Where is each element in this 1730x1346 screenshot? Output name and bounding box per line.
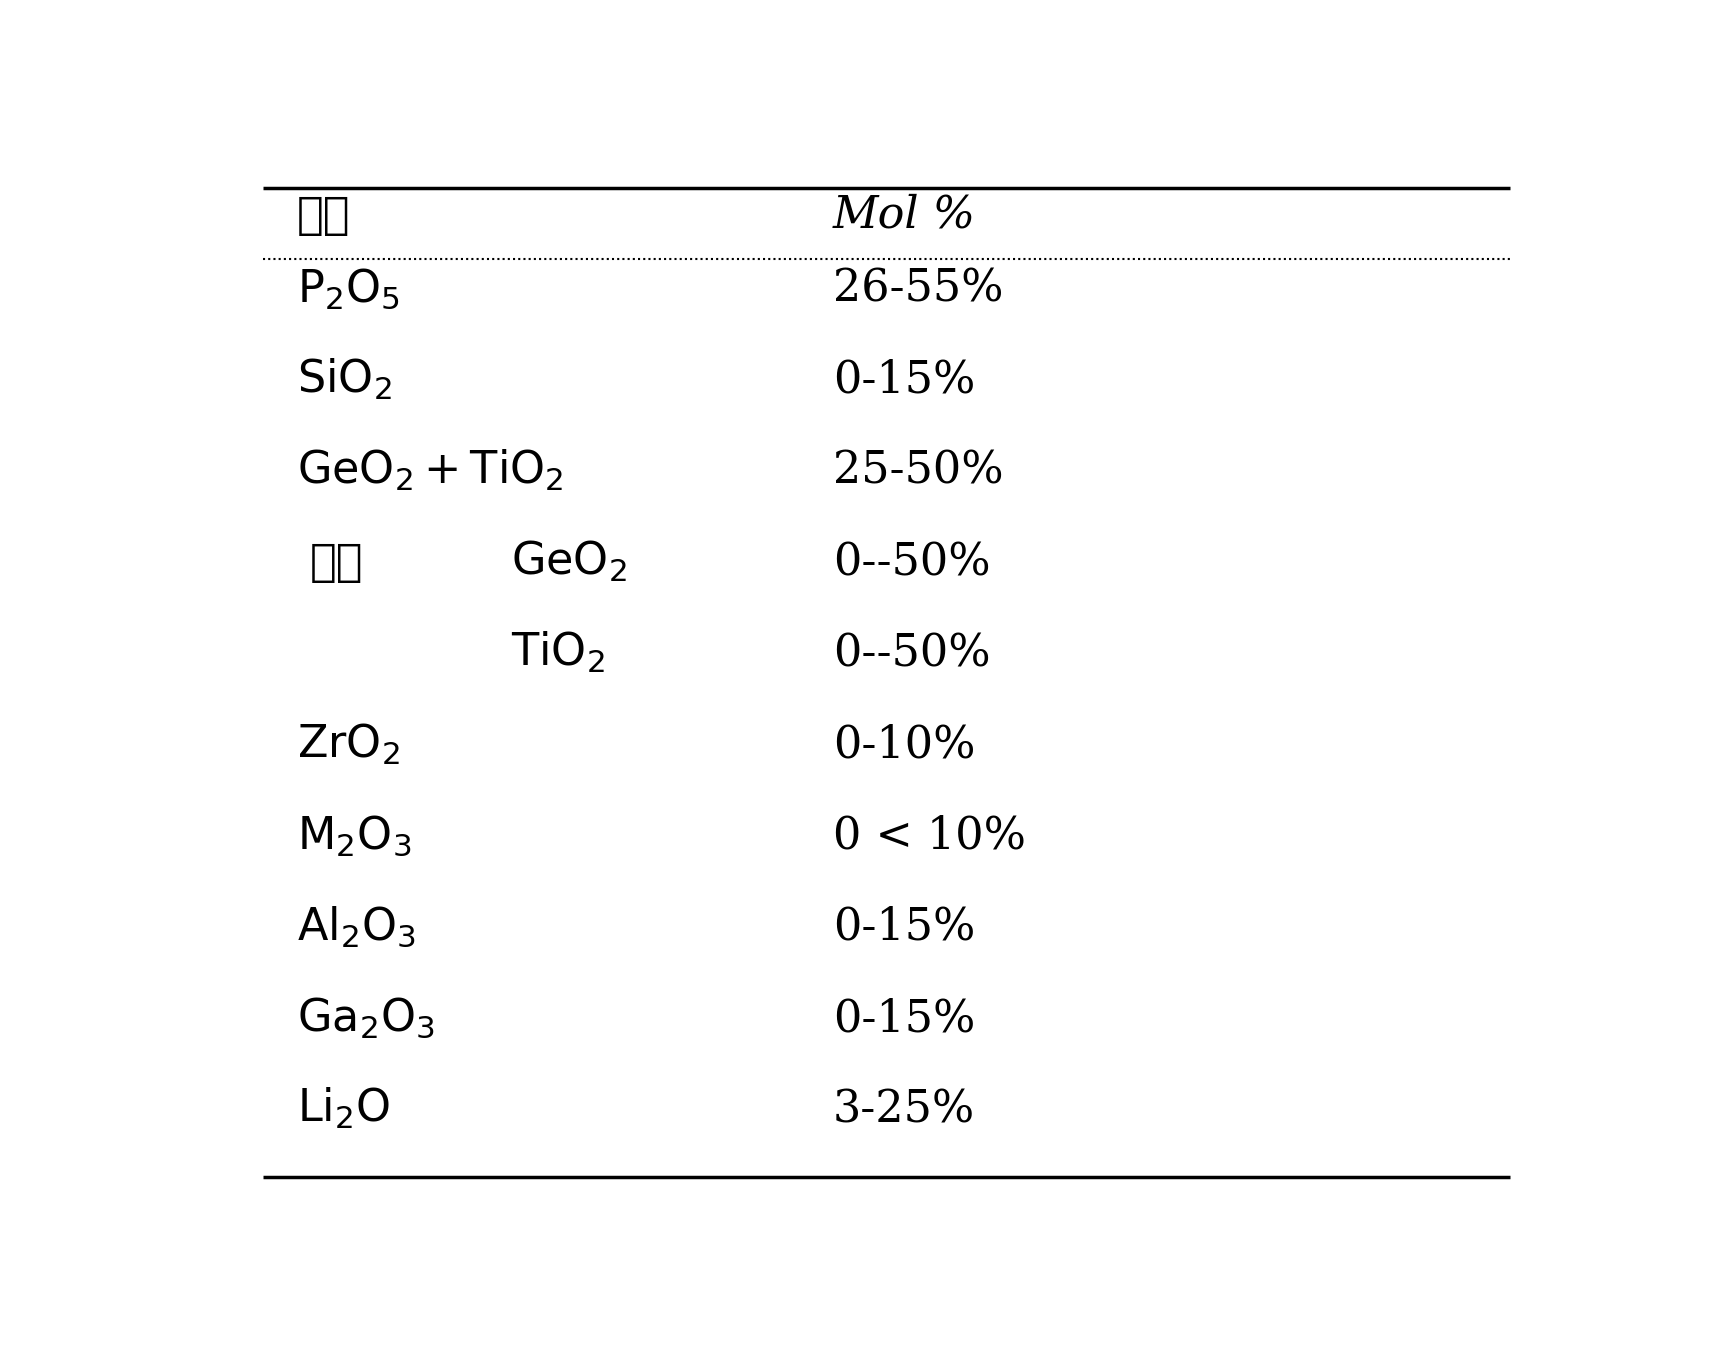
Text: 0--50%: 0--50% (834, 633, 991, 676)
Text: $\mathrm{Ga_2O_3}$: $\mathrm{Ga_2O_3}$ (298, 996, 434, 1040)
Text: 0-15%: 0-15% (834, 906, 976, 949)
Text: 26-55%: 26-55% (834, 268, 1003, 311)
Text: $\mathrm{SiO_2}$: $\mathrm{SiO_2}$ (298, 357, 391, 402)
Text: 3-25%: 3-25% (834, 1088, 976, 1131)
Text: $\mathrm{ZrO_2}$: $\mathrm{ZrO_2}$ (298, 721, 400, 767)
Text: $\mathrm{M_2O_3}$: $\mathrm{M_2O_3}$ (298, 813, 412, 857)
Text: $\mathrm{TiO_2}$: $\mathrm{TiO_2}$ (512, 630, 605, 676)
Text: 0-10%: 0-10% (834, 723, 976, 766)
Text: $\mathrm{Al_2O_3}$: $\mathrm{Al_2O_3}$ (298, 905, 415, 949)
Text: $\mathrm{Li_2O}$: $\mathrm{Li_2O}$ (298, 1086, 389, 1132)
Text: 0 < 10%: 0 < 10% (834, 814, 1026, 857)
Text: Mol %: Mol % (834, 194, 976, 237)
Text: $\mathrm{GeO_2}$: $\mathrm{GeO_2}$ (512, 538, 628, 584)
Text: 其中: 其中 (310, 541, 363, 584)
Text: 0--50%: 0--50% (834, 541, 991, 584)
Text: $\mathrm{GeO_2 + TiO_2}$: $\mathrm{GeO_2 + TiO_2}$ (298, 448, 564, 493)
Text: 25-50%: 25-50% (834, 450, 1003, 493)
Text: $\mathrm{P_2O_5}$: $\mathrm{P_2O_5}$ (298, 267, 400, 311)
Text: 0-15%: 0-15% (834, 997, 976, 1040)
Text: 0-15%: 0-15% (834, 358, 976, 401)
Text: 组分: 组分 (298, 194, 349, 237)
